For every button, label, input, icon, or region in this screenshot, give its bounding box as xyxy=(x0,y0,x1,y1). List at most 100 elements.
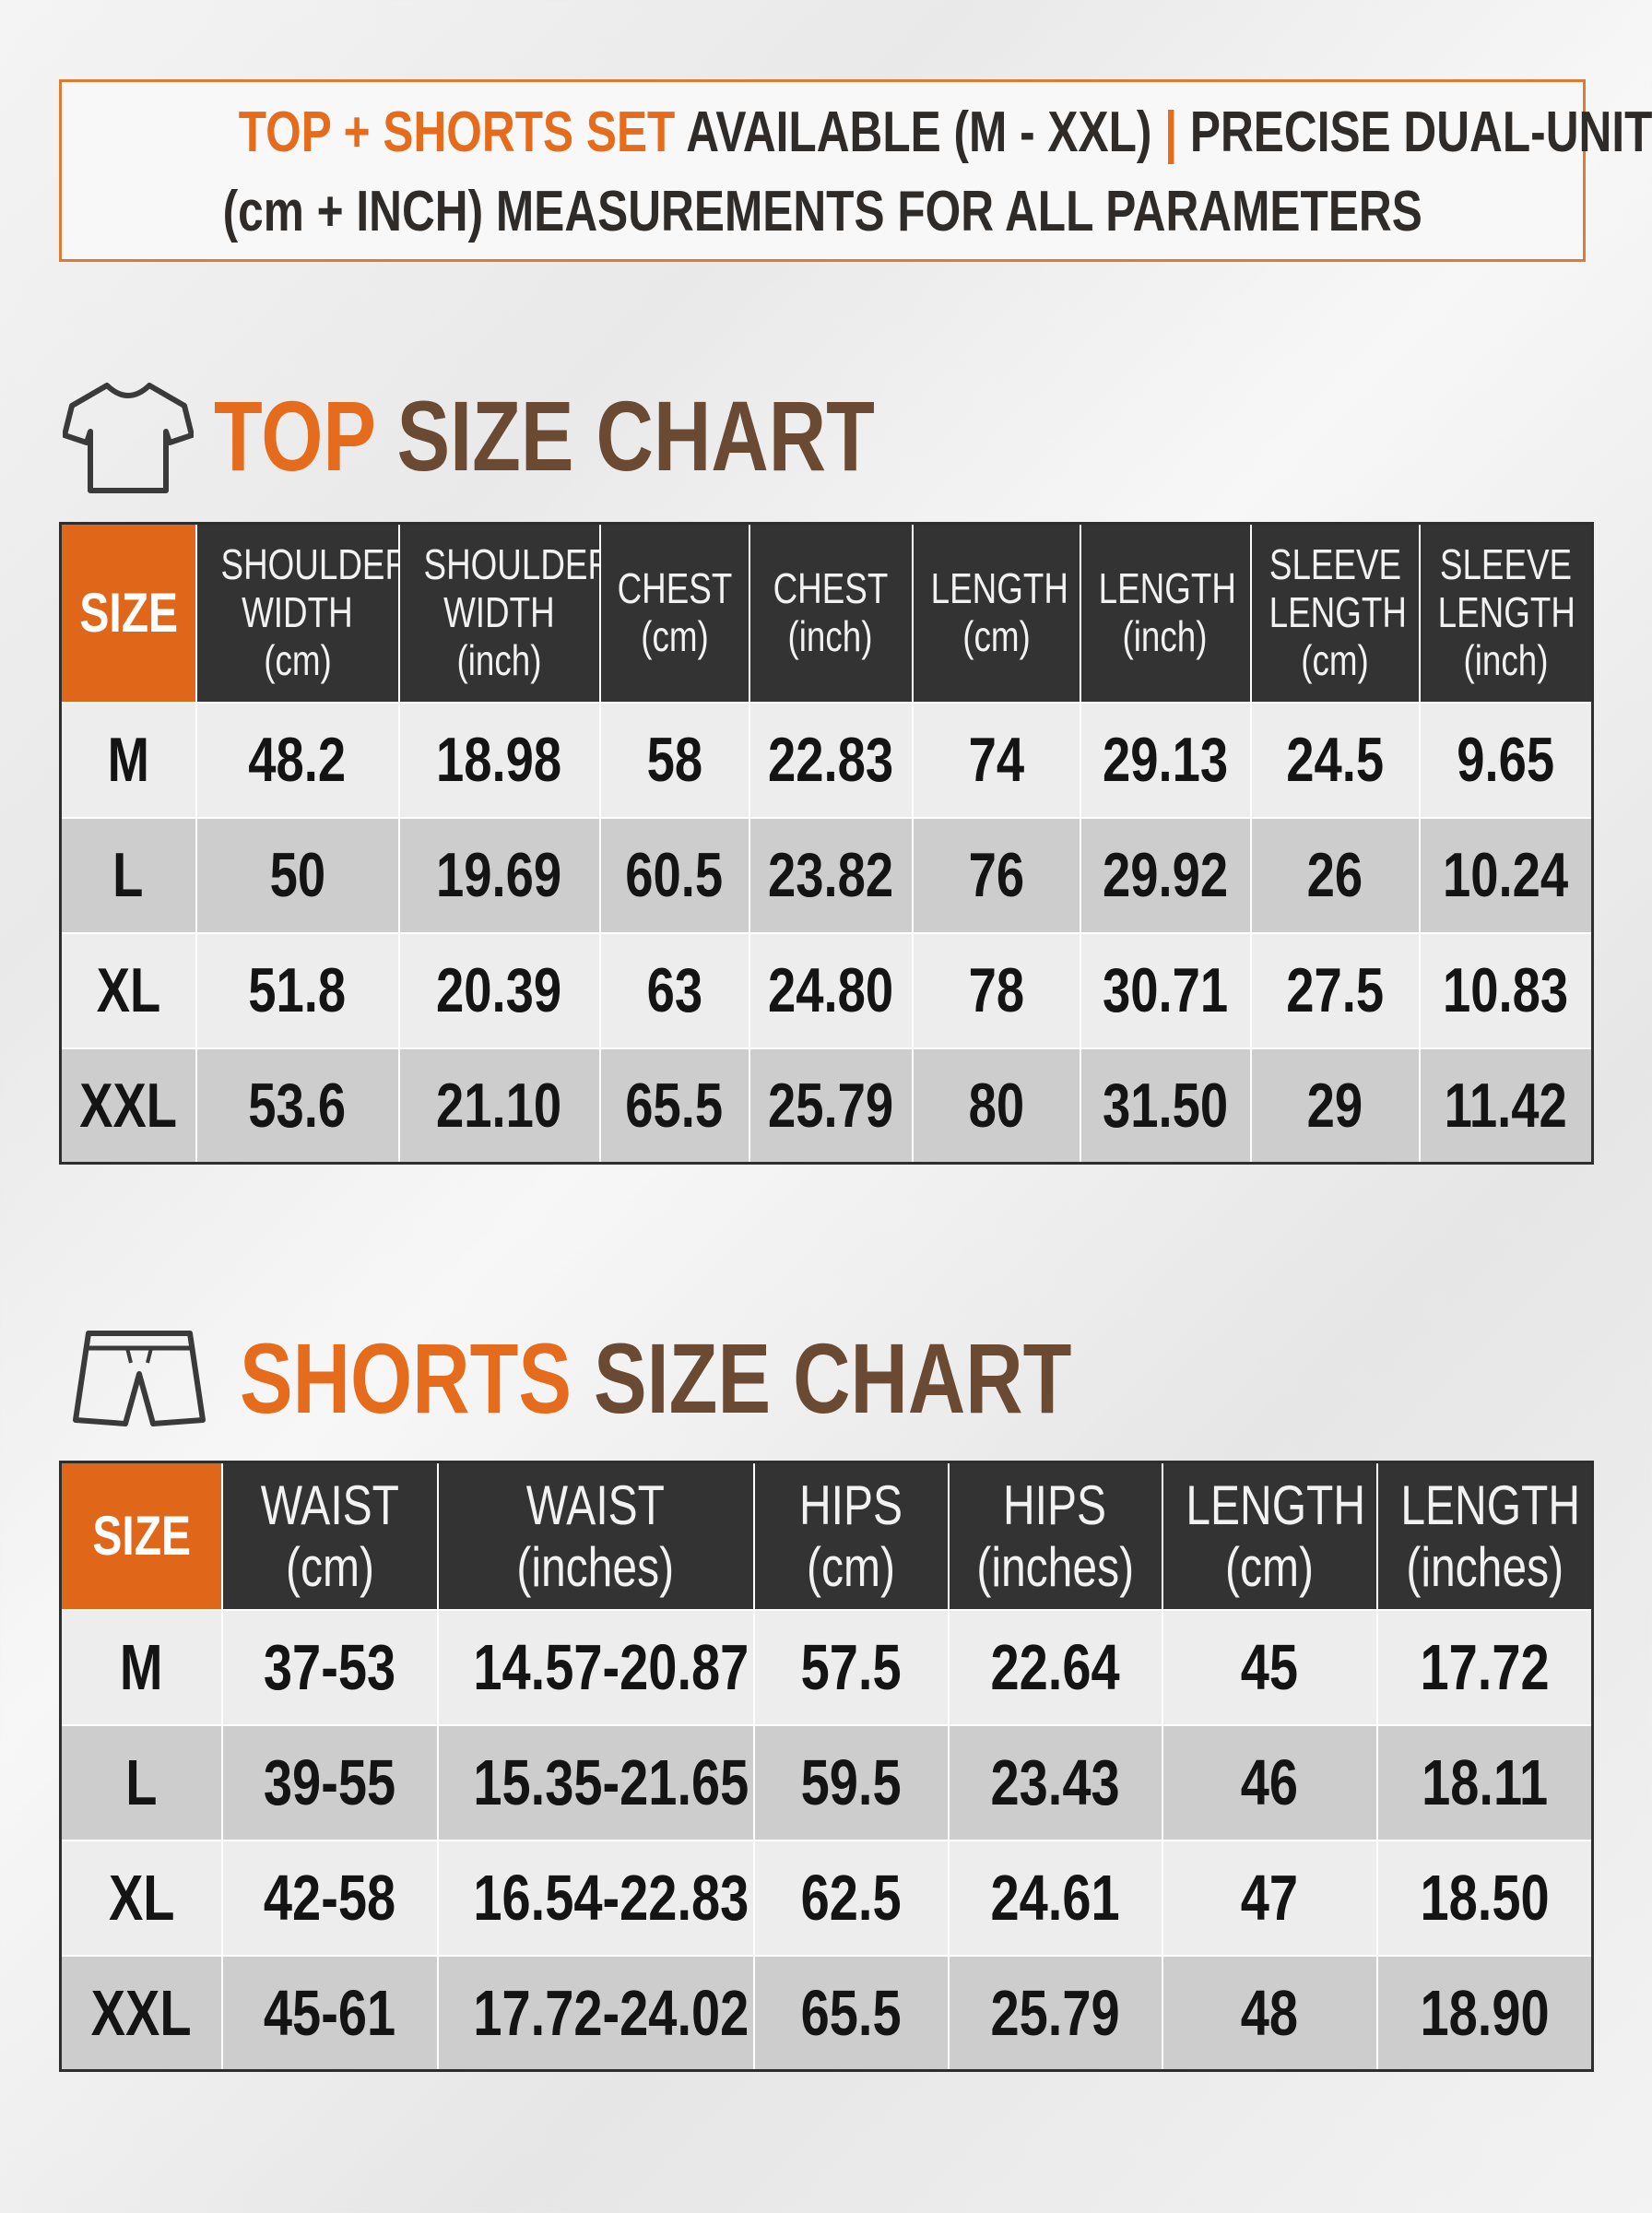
header-line: (inches) xyxy=(1379,1536,1591,1598)
value-cell: 14.57-20.87 xyxy=(436,1608,755,1726)
value-cell: 74 xyxy=(911,701,1081,819)
value-cell: 58 xyxy=(598,701,750,819)
header-text: PRECISE DUAL-UNIT xyxy=(1189,101,1652,164)
header-text: LENGTH xyxy=(1437,587,1575,636)
header-text: SIZE xyxy=(91,1505,191,1568)
header-line: SIZE xyxy=(63,1505,220,1568)
size-cell: M xyxy=(59,1608,223,1726)
size-cell: L xyxy=(59,1723,223,1841)
value-cell: 15.35-21.65 xyxy=(436,1723,755,1841)
value-cell: 11.42 xyxy=(1418,1047,1594,1165)
value-cell: 25.79 xyxy=(748,1047,914,1165)
value-cell: 20.39 xyxy=(397,931,601,1049)
header-text: (cm) xyxy=(285,1535,374,1598)
cell-text: 20.39 xyxy=(436,955,562,1025)
value-cell: 25.79 xyxy=(947,1954,1163,2072)
cell-text: 53.6 xyxy=(248,1070,347,1141)
header-line: LENGTH xyxy=(914,564,1079,613)
cell-text: 30.71 xyxy=(1102,955,1229,1025)
cell-text: 74 xyxy=(968,725,1024,795)
column-header: CHEST (inch) xyxy=(748,522,914,704)
header-line: (inch) xyxy=(1082,611,1249,661)
cell-text: 78 xyxy=(968,955,1024,1025)
title-highlight: SHORTS xyxy=(240,1322,572,1434)
cell-text: 58 xyxy=(646,725,702,795)
header-line: LENGTH xyxy=(1082,565,1249,613)
cell-text: 60.5 xyxy=(625,840,724,910)
header-text: LENGTH xyxy=(930,564,1068,613)
header-line: HIPS xyxy=(950,1474,1161,1536)
cell-text: 10.24 xyxy=(1443,840,1569,910)
value-cell: 26 xyxy=(1249,816,1421,934)
header-text: (inch) xyxy=(456,635,542,684)
header-text: (cm) xyxy=(1225,1535,1314,1598)
value-cell: 16.54-22.83 xyxy=(436,1839,755,1957)
value-cell: 9.65 xyxy=(1418,701,1594,819)
value-cell: 65.5 xyxy=(598,1047,750,1165)
header-line: (cm) xyxy=(914,611,1079,661)
value-cell: 23.82 xyxy=(748,816,914,934)
header-line: LENGTH xyxy=(1422,587,1591,637)
data-row: XL 42-58 16.54-22.83 62.5 24.61 47 18.50 xyxy=(59,1839,1594,1957)
value-cell: 31.50 xyxy=(1079,1047,1252,1165)
header-line: LENGTH xyxy=(1164,1474,1375,1536)
cell-text: XL xyxy=(108,1862,175,1934)
header-line: (cm) xyxy=(1253,636,1418,685)
header-line: (inch) xyxy=(1422,636,1591,685)
header-text: SIZE xyxy=(78,582,178,645)
cell-text: 15.35-21.65 xyxy=(472,1746,749,1818)
cell-text: 37-53 xyxy=(263,1631,396,1703)
cell-text: 16.54-22.83 xyxy=(472,1862,749,1934)
header-line: (inches) xyxy=(950,1536,1161,1598)
column-header: SLEEVE LENGTH (cm) xyxy=(1249,522,1421,704)
header-text: (inch) xyxy=(1122,611,1209,660)
value-cell: 76 xyxy=(911,816,1081,934)
data-row: M 37-53 14.57-20.87 57.5 22.64 45 17.72 xyxy=(59,1608,1594,1726)
header-line: HIPS xyxy=(756,1474,947,1536)
cell-text: 62.5 xyxy=(800,1862,902,1934)
value-cell: 51.8 xyxy=(195,931,400,1049)
cell-text: 80 xyxy=(968,1070,1024,1141)
header-line: (cm) xyxy=(198,636,397,685)
data-row: L 50 19.69 60.5 23.82 76 29.92 26 10.24 xyxy=(59,816,1594,934)
header-line: (inch) xyxy=(401,635,598,685)
header-text: (cm + INCH) MEASUREMENTS FOR ALL PARAMET… xyxy=(222,180,1422,243)
data-row: XL 51.8 20.39 63 24.80 78 30.71 27.5 10.83 xyxy=(59,931,1594,1049)
header-text: (cm) xyxy=(962,611,1031,660)
tshirt-icon xyxy=(63,383,194,493)
header-line: LENGTH xyxy=(1379,1473,1591,1536)
value-cell: 21.10 xyxy=(397,1047,601,1165)
cell-text: 26 xyxy=(1306,840,1363,910)
cell-text: 17.72 xyxy=(1420,1631,1550,1703)
header-line: WAIST xyxy=(224,1474,436,1536)
header-line: SHOULDER xyxy=(198,541,396,589)
header-text: LENGTH xyxy=(1399,1473,1580,1536)
column-header: WAIST (inches) xyxy=(436,1461,755,1611)
column-header: HIPS (inches) xyxy=(947,1461,1163,1611)
header-line: (inch) xyxy=(751,612,911,661)
cell-text: 23.82 xyxy=(767,840,894,910)
value-cell: 10.83 xyxy=(1418,931,1594,1049)
value-cell: 29 xyxy=(1249,1047,1421,1165)
value-cell: 60.5 xyxy=(598,816,750,934)
column-header: HIPS (cm) xyxy=(752,1461,950,1611)
cell-text: 24.61 xyxy=(990,1862,1120,1934)
cell-text: 59.5 xyxy=(800,1746,902,1818)
cell-text: 18.11 xyxy=(1421,1746,1548,1818)
cell-text: 48 xyxy=(1240,1976,1299,2049)
cell-text: 18.90 xyxy=(1420,1976,1550,2049)
column-header: SHOULDER WIDTH (inch) xyxy=(397,522,601,704)
header-highlight: TOP + SHORTS SET xyxy=(238,101,676,164)
value-cell: 19.69 xyxy=(397,816,601,934)
title-highlight: TOP xyxy=(214,380,375,491)
value-cell: 18.90 xyxy=(1375,1954,1594,2072)
cell-text: 47 xyxy=(1240,1862,1299,1934)
column-header: CHEST (cm) xyxy=(598,522,750,704)
header-text: (cm) xyxy=(640,611,709,660)
header-row: SIZE WAIST (cm) WAIST (inches) HIPS (cm) HIPS (i… xyxy=(59,1461,1594,1611)
cell-text: 22.83 xyxy=(767,725,894,795)
cell-text: 21.10 xyxy=(436,1070,562,1141)
cell-text: 10.83 xyxy=(1443,955,1569,1025)
size-cell: M xyxy=(59,701,197,819)
